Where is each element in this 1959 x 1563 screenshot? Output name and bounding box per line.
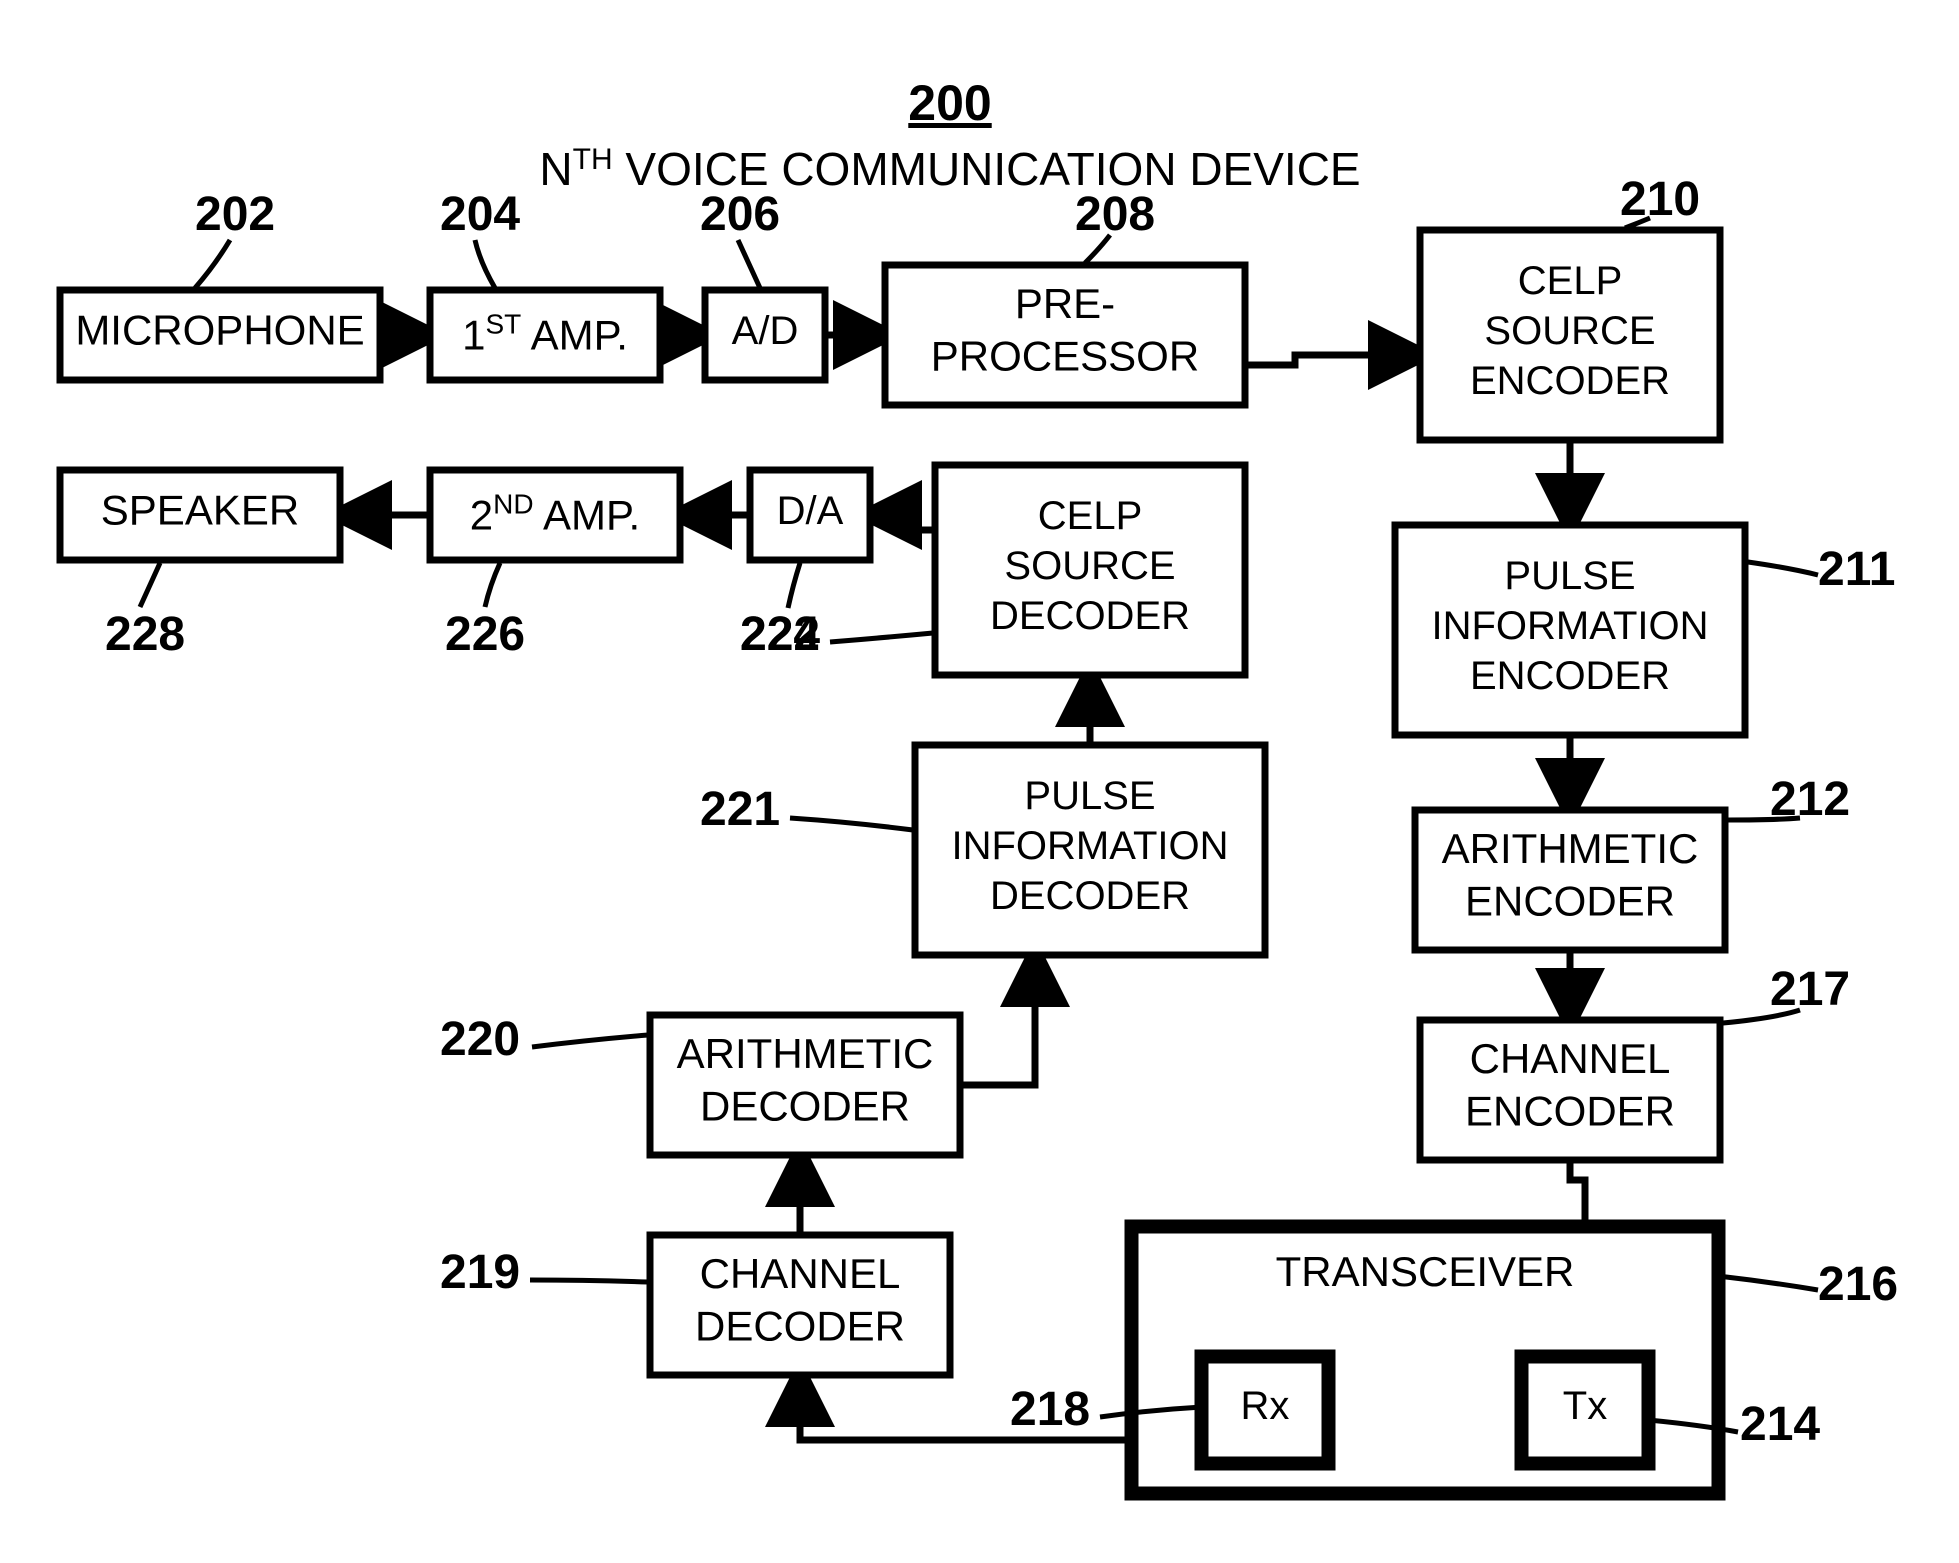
ad-block: A/D [705, 290, 825, 380]
chan_dec-label-line-0: CHANNEL [700, 1250, 901, 1297]
celp_enc-label-line-1: SOURCE [1484, 309, 1655, 353]
celp_enc-label-line-0: CELP [1518, 259, 1623, 303]
da-block: D/A [750, 470, 870, 560]
speaker-leader [140, 563, 160, 607]
arith_enc-block: ARITHMETIC ENCODER [1415, 810, 1725, 950]
celp_dec-label-line-1: SOURCE [1004, 544, 1175, 588]
ad-ref-number: 206 [700, 188, 780, 241]
preproc-block: PRE- PROCESSOR [885, 265, 1245, 405]
rx-block: Rx [1198, 1353, 1332, 1467]
chan_enc-ref-number: 217 [1770, 963, 1850, 1016]
preproc-ref-number: 208 [1075, 188, 1155, 241]
chan_dec-block: CHANNEL DECODER [650, 1235, 950, 1375]
chan_dec-leader [530, 1280, 648, 1282]
celp_enc-ref-number: 210 [1620, 173, 1700, 226]
pulse_enc-label-line-1: INFORMATION [1431, 604, 1708, 648]
rx-ref-number: 218 [1010, 1383, 1090, 1436]
celp_dec-label-line-0: CELP [1038, 494, 1143, 538]
preproc-label-line-0: PRE- [1015, 280, 1115, 327]
figure-title: NTH VOICE COMMUNICATION DEVICE [539, 143, 1360, 195]
speaker-ref-number: 228 [105, 608, 185, 661]
da-leader [788, 563, 800, 608]
da-label-line-0: D/A [777, 489, 844, 533]
ad-leader [738, 240, 760, 288]
arith_dec-leader [532, 1035, 648, 1047]
arith_dec-ref-number: 220 [440, 1013, 520, 1066]
microphone-block: MICROPHONE [60, 290, 380, 380]
transceiver-label-line-0: TRANSCEIVER [1276, 1248, 1575, 1295]
tx-block: Tx [1518, 1353, 1652, 1467]
amp2-block: 2ND AMP. [430, 470, 680, 560]
transceiver-leader [1718, 1276, 1818, 1290]
arith_enc-label-line-1: ENCODER [1465, 878, 1675, 925]
chan_dec-ref-number: 219 [440, 1246, 520, 1299]
pulse_dec-ref-number: 221 [700, 783, 780, 836]
arith_enc-label-line-0: ARITHMETIC [1442, 825, 1699, 872]
da-ref-number: 224 [740, 608, 820, 661]
pulse_dec-block: PULSE INFORMATION DECODER [915, 745, 1265, 955]
chan_dec-label-line-1: DECODER [695, 1303, 905, 1350]
arrow-preproc-to-celp_enc [1245, 355, 1417, 365]
chan_enc-block: CHANNEL ENCODER [1420, 1020, 1720, 1160]
amp1-leader [475, 240, 495, 288]
pulse_dec-label-line-0: PULSE [1024, 774, 1155, 818]
chan_enc-label-line-0: CHANNEL [1470, 1035, 1671, 1082]
speaker-block: SPEAKER [60, 470, 340, 560]
pulse_dec-label-line-1: INFORMATION [951, 824, 1228, 868]
amp2-ref-number: 226 [445, 608, 525, 661]
microphone-label-line-0: MICROPHONE [75, 306, 364, 353]
tx-label-line-0: Tx [1563, 1384, 1607, 1428]
amp1-ref-number: 204 [440, 188, 520, 241]
celp_enc-block: CELP SOURCE ENCODER [1420, 230, 1720, 440]
microphone-leader [195, 240, 230, 288]
arrow-arith_dec-to-pulse_dec [960, 958, 1035, 1085]
pulse_enc-leader [1748, 562, 1818, 575]
amp1-block: 1ST AMP. [430, 290, 660, 380]
arrow-celp_dec-to-da [873, 515, 935, 530]
diagram-canvas: 200 NTH VOICE COMMUNICATION DEVICE MICRO… [0, 0, 1959, 1563]
celp_dec-leader [830, 633, 933, 642]
pulse_dec-leader [790, 818, 913, 830]
arith_dec-label-line-1: DECODER [700, 1083, 910, 1130]
rx-label-line-0: Rx [1241, 1384, 1290, 1428]
microphone-ref-number: 202 [195, 188, 275, 241]
arith_dec-block: ARITHMETIC DECODER [650, 1015, 960, 1155]
pulse_enc-ref-number: 211 [1818, 543, 1895, 596]
speaker-label-line-0: SPEAKER [101, 486, 299, 533]
celp_enc-label-line-2: ENCODER [1470, 359, 1670, 403]
arith_dec-label-line-0: ARITHMETIC [677, 1030, 934, 1077]
amp2-leader [485, 563, 500, 607]
pulse_enc-label-line-0: PULSE [1504, 554, 1635, 598]
celp_dec-block: CELP SOURCE DECODER [935, 465, 1245, 675]
tx-ref-number: 214 [1740, 1398, 1820, 1451]
figure-number: 200 [908, 75, 991, 131]
boxes-layer: MICROPHONE 1ST AMP. A/D PRE- PROCESSOR CELP SO… [60, 230, 1745, 1497]
preproc-label-line-1: PROCESSOR [931, 333, 1199, 380]
ad-label-line-0: A/D [732, 309, 799, 353]
celp_dec-label-line-2: DECODER [990, 594, 1190, 638]
pulse_enc-block: PULSE INFORMATION ENCODER [1395, 525, 1745, 735]
chan_enc-label-line-1: ENCODER [1465, 1088, 1675, 1135]
transceiver-ref-number: 216 [1818, 1258, 1898, 1311]
pulse_enc-label-line-2: ENCODER [1470, 654, 1670, 698]
arith_enc-ref-number: 212 [1770, 773, 1850, 826]
pulse_dec-label-line-2: DECODER [990, 874, 1190, 918]
